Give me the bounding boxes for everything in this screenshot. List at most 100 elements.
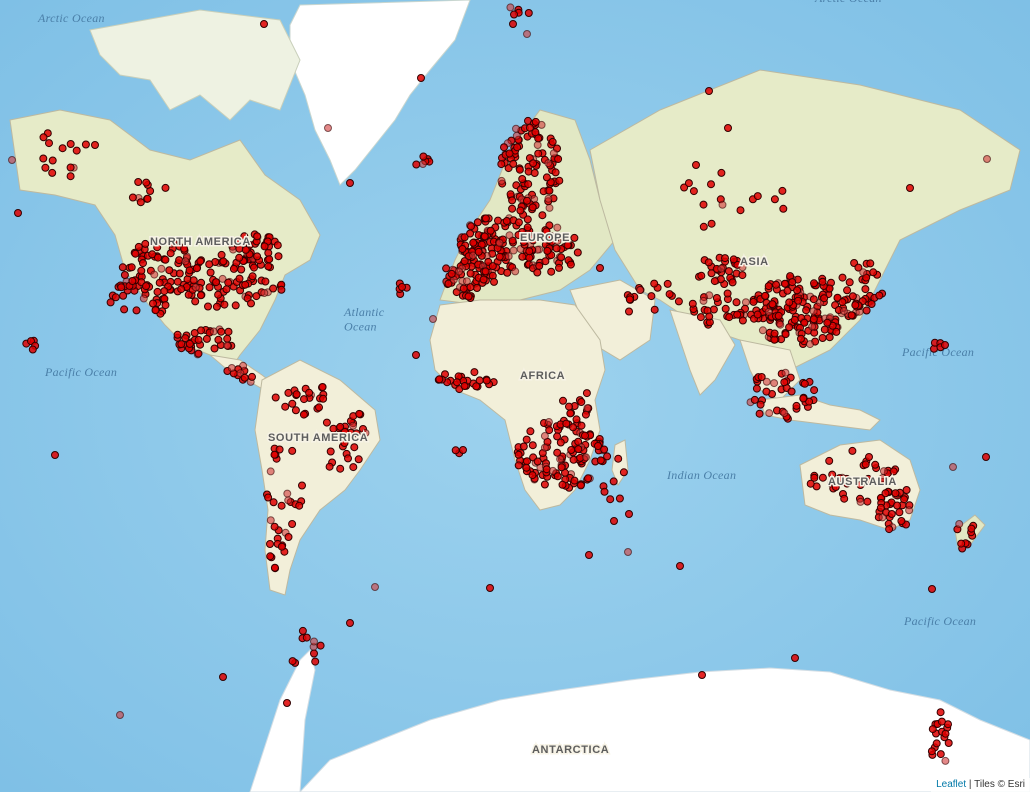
site-marker[interactable] — [788, 278, 797, 287]
site-marker[interactable] — [732, 298, 741, 307]
site-marker[interactable] — [810, 473, 819, 482]
site-marker[interactable] — [699, 222, 708, 231]
site-marker[interactable] — [250, 263, 258, 272]
site-marker[interactable] — [895, 508, 904, 517]
site-marker[interactable] — [525, 247, 534, 256]
site-marker[interactable] — [469, 238, 478, 247]
site-marker[interactable] — [141, 239, 150, 248]
site-marker[interactable] — [615, 494, 624, 503]
site-marker[interactable] — [218, 274, 227, 283]
site-marker[interactable] — [518, 175, 527, 183]
site-marker[interactable] — [412, 160, 421, 169]
site-marker[interactable] — [557, 463, 566, 472]
site-marker[interactable] — [540, 480, 549, 489]
site-marker[interactable] — [932, 739, 941, 748]
site-marker[interactable] — [167, 239, 176, 248]
site-marker[interactable] — [175, 269, 184, 278]
site-marker[interactable] — [776, 320, 785, 329]
site-marker[interactable] — [229, 264, 238, 273]
site-marker[interactable] — [524, 9, 533, 17]
site-marker[interactable] — [717, 264, 726, 273]
site-marker[interactable] — [253, 232, 262, 241]
site-marker[interactable] — [418, 160, 427, 168]
site-marker[interactable] — [809, 295, 818, 304]
site-marker[interactable] — [770, 379, 779, 388]
site-marker[interactable] — [266, 516, 275, 525]
site-marker[interactable] — [838, 298, 847, 307]
site-marker[interactable] — [876, 503, 885, 512]
site-marker[interactable] — [148, 250, 157, 259]
site-marker[interactable] — [625, 307, 633, 316]
site-marker[interactable] — [529, 159, 538, 168]
site-marker[interactable] — [707, 180, 715, 189]
site-marker[interactable] — [764, 307, 773, 316]
site-marker[interactable] — [515, 165, 524, 174]
site-marker[interactable] — [699, 200, 708, 209]
site-marker[interactable] — [785, 298, 794, 307]
site-marker[interactable] — [283, 699, 291, 707]
site-marker[interactable] — [181, 257, 190, 266]
site-marker[interactable] — [154, 253, 162, 262]
site-marker[interactable] — [799, 394, 808, 403]
site-marker[interactable] — [783, 286, 792, 295]
site-marker[interactable] — [957, 539, 966, 548]
site-marker[interactable] — [862, 306, 871, 315]
site-marker[interactable] — [843, 286, 852, 295]
site-marker[interactable] — [265, 255, 274, 264]
site-marker[interactable] — [712, 294, 721, 302]
site-marker[interactable] — [709, 305, 718, 314]
site-marker[interactable] — [177, 340, 186, 349]
site-marker[interactable] — [161, 183, 170, 192]
site-marker[interactable] — [500, 143, 508, 152]
site-marker[interactable] — [557, 253, 566, 262]
site-marker[interactable] — [596, 456, 605, 465]
site-marker[interactable] — [223, 341, 232, 350]
site-marker[interactable] — [663, 279, 672, 288]
site-marker[interactable] — [583, 404, 592, 413]
site-marker[interactable] — [736, 206, 745, 215]
site-marker[interactable] — [14, 209, 22, 217]
site-marker[interactable] — [277, 285, 286, 294]
site-marker[interactable] — [311, 657, 320, 666]
site-marker[interactable] — [177, 285, 186, 294]
site-marker[interactable] — [665, 290, 674, 299]
site-marker[interactable] — [790, 315, 799, 324]
site-marker[interactable] — [288, 520, 297, 528]
site-marker[interactable] — [832, 327, 841, 336]
site-marker[interactable] — [867, 300, 876, 308]
site-marker[interactable] — [509, 159, 518, 168]
site-marker[interactable] — [66, 140, 75, 148]
site-marker[interactable] — [688, 299, 697, 308]
site-marker[interactable] — [555, 176, 564, 185]
site-marker[interactable] — [209, 327, 218, 336]
site-marker[interactable] — [893, 501, 902, 510]
site-marker[interactable] — [523, 223, 532, 232]
site-marker[interactable] — [810, 279, 818, 288]
site-marker[interactable] — [509, 246, 518, 255]
site-marker[interactable] — [650, 279, 659, 288]
site-marker[interactable] — [941, 756, 950, 765]
site-marker[interactable] — [274, 252, 283, 261]
site-marker[interactable] — [780, 279, 789, 288]
site-marker[interactable] — [680, 183, 689, 192]
site-marker[interactable] — [510, 10, 518, 19]
site-marker[interactable] — [810, 386, 819, 395]
site-marker[interactable] — [194, 335, 203, 344]
site-marker[interactable] — [514, 218, 523, 227]
site-marker[interactable] — [863, 497, 872, 506]
site-marker[interactable] — [528, 441, 537, 450]
site-marker[interactable] — [212, 302, 221, 311]
site-marker[interactable] — [809, 307, 818, 316]
site-marker[interactable] — [800, 318, 809, 327]
site-marker[interactable] — [806, 340, 814, 349]
site-marker[interactable] — [625, 510, 633, 518]
site-marker[interactable] — [299, 410, 308, 419]
site-marker[interactable] — [577, 398, 586, 406]
site-marker[interactable] — [284, 496, 293, 505]
site-marker[interactable] — [45, 139, 53, 148]
site-marker[interactable] — [525, 253, 534, 262]
site-marker[interactable] — [127, 263, 136, 272]
site-marker[interactable] — [762, 377, 771, 386]
site-marker[interactable] — [479, 275, 488, 284]
site-marker[interactable] — [58, 144, 67, 153]
